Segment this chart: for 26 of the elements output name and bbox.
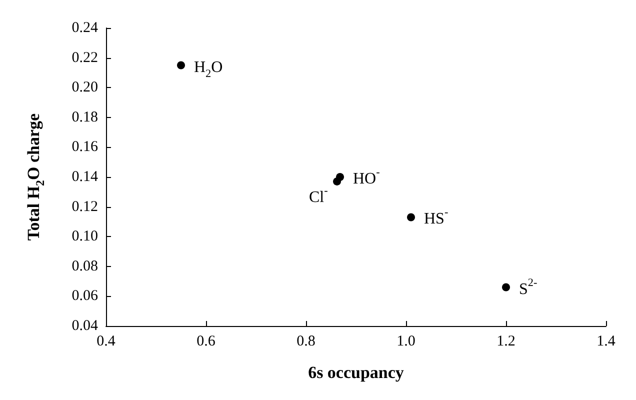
x-tick-label: 1.4 [596, 334, 616, 350]
x-tick-label: 0.6 [196, 334, 216, 350]
y-axis-title: Total H2O charge [24, 112, 47, 241]
x-tick-label: 1.0 [396, 334, 416, 350]
y-tick-label: 0.24 [72, 20, 98, 36]
y-tick-label: 0.18 [72, 109, 98, 126]
point [336, 173, 344, 181]
y-tick-label: 0.20 [72, 80, 98, 96]
annotation: HS- [424, 206, 448, 228]
y-tick-label: 0.16 [72, 139, 98, 156]
x-tick-label: 0.4 [96, 334, 116, 350]
y-tick-label: 0.04 [72, 318, 98, 334]
annotation: HO- [353, 166, 380, 188]
x-tick-label: 0.8 [296, 334, 316, 350]
x-tick-label: 1.2 [496, 334, 516, 350]
y-tick-label: 0.08 [72, 258, 98, 274]
y-tick-label: 0.12 [72, 198, 98, 215]
point [407, 213, 415, 222]
annotation: Cl- [309, 184, 328, 206]
point [177, 61, 185, 70]
y-tick-label: 0.22 [72, 50, 98, 66]
point [502, 283, 510, 292]
y-tick-label: 0.06 [72, 288, 98, 304]
y-tick-label: 0.10 [72, 228, 98, 245]
x-axis-title: 6s occupancy [308, 363, 404, 382]
y-tick-label: 0.14 [72, 169, 98, 185]
